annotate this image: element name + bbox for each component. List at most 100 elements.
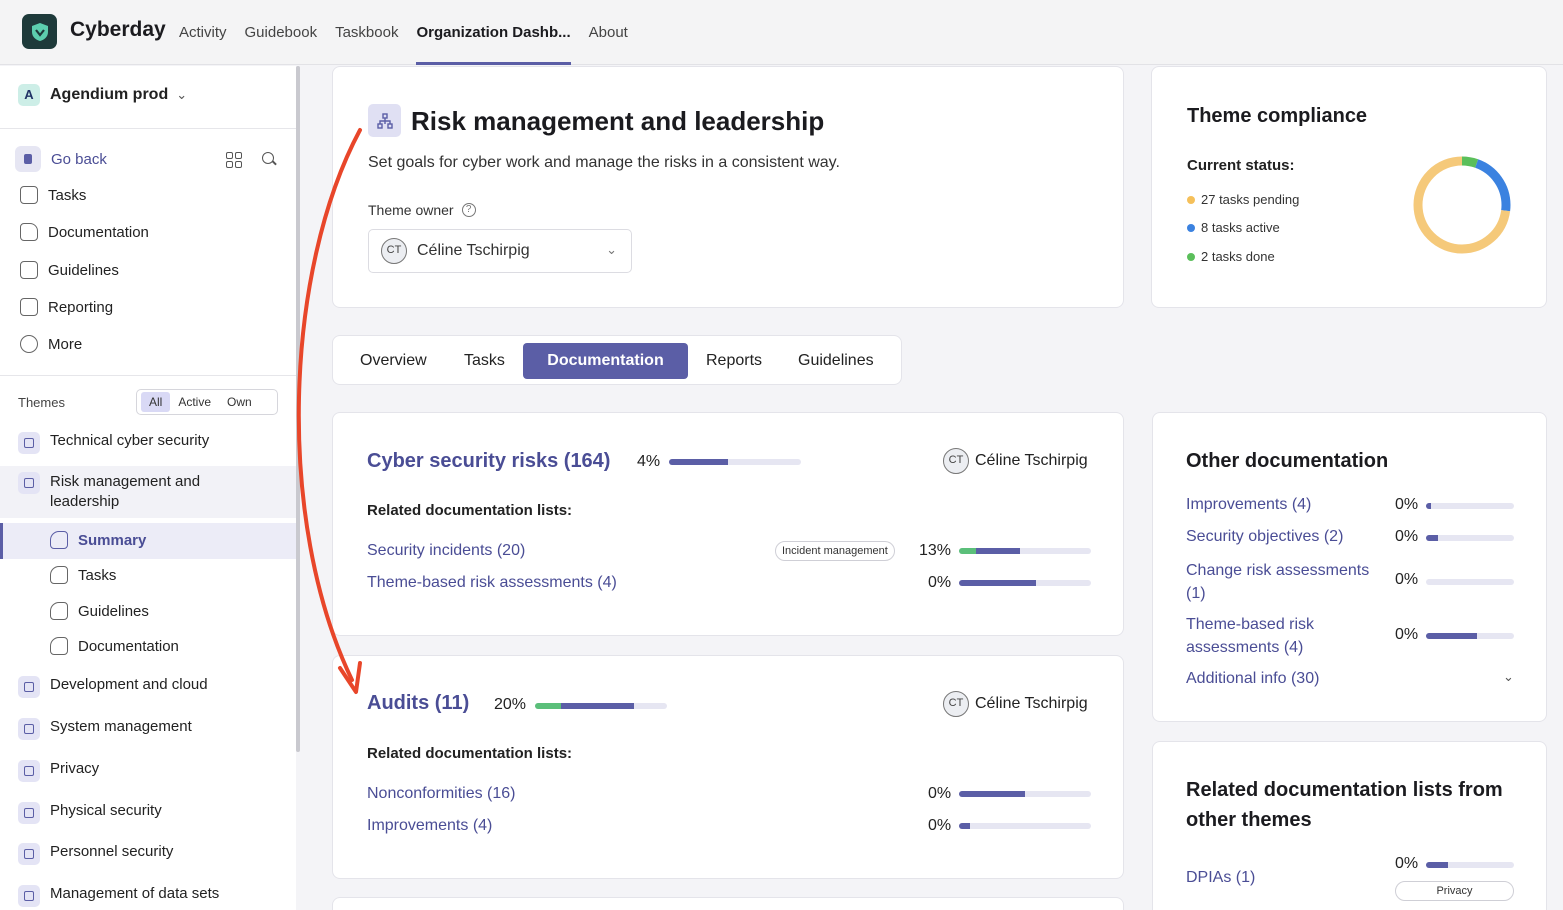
theme-compliance-card: Theme compliance Current status: 27 task… [1151,66,1547,308]
sidebar-item-reporting[interactable]: Reporting [20,298,113,316]
avatar: CT [381,238,407,264]
chevron-down-icon[interactable]: ⌄ [1503,669,1514,684]
sidebar-item-label: More [48,335,83,353]
subitem-documentation[interactable]: Documentation [50,637,179,655]
theme-owner-label: Theme owner [368,202,454,218]
doc-card-title[interactable]: Audits (11) [367,692,470,714]
sidebar-item-more[interactable]: More [20,335,82,353]
subitem-summary[interactable]: Summary [50,531,146,549]
theme-personnel-security[interactable]: Personnel security [18,843,173,865]
search-icon[interactable] [262,152,274,164]
done-dot [1187,252,1195,261]
filter-active[interactable]: Active [178,395,212,409]
nav-organization-dashboard[interactable]: Organization Dashb... [416,0,571,65]
status-done: 2 tasks done [1187,249,1275,264]
cyberday-logo[interactable] [22,14,57,49]
progress-bar [669,459,801,465]
tab-documentation[interactable]: Documentation [523,343,688,379]
avatar: CT [943,448,969,474]
done-text: 2 tasks done [1201,249,1275,264]
tab-guidelines[interactable]: Guidelines [798,352,874,369]
other-doc-link[interactable]: Security objectives (2) [1186,528,1344,545]
related-list-link[interactable]: Improvements (4) [367,817,493,834]
chevron-down-icon: ⌄ [606,242,617,257]
org-badge: A [18,84,40,106]
compliance-title: Theme compliance [1187,105,1368,127]
theme-physical-security[interactable]: Physical security [18,802,162,824]
sidebar: A Agendium prod ⌄ Go back Tasks Document… [0,66,296,910]
tab-overview[interactable]: Overview [360,352,427,369]
theme-label: System management [50,718,192,735]
doc-card-title[interactable]: Cyber security risks (164) [367,450,611,472]
nav-taskbook[interactable]: Taskbook [335,24,399,41]
tab-reports[interactable]: Reports [706,352,763,369]
theme-technical-cyber-security[interactable]: Technical cyber security [18,432,209,454]
other-doc-link[interactable]: Change risk assessments (1) [1186,562,1370,602]
hierarchy-icon [18,472,40,494]
doc-card-owner: CT Céline Tschirpig [943,448,1088,474]
active-theme-highlight [0,466,296,518]
brand-name[interactable]: Cyberday [70,18,166,41]
nav-about[interactable]: About [588,24,628,41]
progress-bar [959,580,1091,586]
sidebar-item-label: Documentation [48,223,149,241]
guidelines-icon [50,602,68,620]
nav-guidebook[interactable]: Guidebook [244,24,318,41]
donut-segment-pending [1413,156,1511,254]
grid-view-icon[interactable] [226,152,242,168]
related-other-link[interactable]: DPIAs (1) [1186,869,1256,886]
other-doc-link[interactable]: Improvements (4) [1186,496,1312,513]
other-doc-percent: 0% [1395,528,1419,545]
subitem-tasks[interactable]: Tasks [50,566,116,584]
sidebar-item-label: Tasks [48,186,87,204]
related-list-link[interactable]: Theme-based risk assessments (4) [367,574,617,591]
go-back-link[interactable]: Go back [15,146,107,172]
active-text: 8 tasks active [1201,220,1280,235]
nav-activity[interactable]: Activity [179,24,227,41]
list-percent: 0% [928,785,952,802]
other-doc-percent: 0% [1395,626,1419,643]
progress-bar [959,548,1091,554]
status-active: 8 tasks active [1187,220,1280,235]
org-switcher[interactable]: A Agendium prod ⌄ [18,84,187,106]
hierarchy-icon [368,104,401,137]
subitem-guidelines[interactable]: Guidelines [50,602,149,620]
top-bar: Cyberday Activity Guidebook Taskbook Org… [0,0,1563,65]
doc-card-audits: Audits (11) 20% CT Céline Tschirpig Rela… [332,655,1124,879]
list-percent: 0% [928,574,952,591]
filter-own[interactable]: Own [227,395,252,409]
other-doc-link[interactable]: Additional info (30) [1186,670,1320,687]
sidebar-item-documentation[interactable]: Documentation [20,223,149,241]
subitem-label: Tasks [78,566,117,584]
theme-privacy[interactable]: Privacy [18,760,99,782]
status-label: Current status: [1187,157,1295,174]
sidebar-item-tasks[interactable]: Tasks [20,186,86,204]
help-icon[interactable]: ? [461,203,476,217]
progress-bar [1426,503,1514,509]
status-pending: 27 tasks pending [1187,192,1299,207]
theme-owner-select[interactable]: CT Céline Tschirpig ⌄ [368,229,632,273]
filter-all[interactable]: All [141,392,171,412]
other-doc-percent: 0% [1395,496,1419,513]
go-back-label: Go back [51,150,107,168]
theme-management-of-data-sets[interactable]: Management of data sets [18,885,219,907]
other-doc-link[interactable]: Theme-based risk assessments (4) [1186,616,1315,656]
reporting-icon [20,298,38,316]
theme-filter: All Active Own [136,389,278,415]
themes-heading: Themes [18,395,65,410]
related-list-link[interactable]: Security incidents (20) [367,542,526,559]
theme-system-management[interactable]: System management [18,718,192,740]
tasks-icon [20,186,38,204]
theme-label: Privacy [50,760,100,777]
sidebar-item-label: Guidelines [48,261,119,279]
theme-risk-management[interactable]: Risk management and leadership [18,472,218,512]
theme-development-and-cloud[interactable]: Development and cloud [18,676,208,698]
doc-card-percent: 4% [637,453,661,470]
doc-card-cyber-security-risks: Cyber security risks (164) 4% CT Céline … [332,412,1124,636]
tab-tasks[interactable]: Tasks [464,352,505,369]
sidebar-item-guidelines[interactable]: Guidelines [20,261,119,279]
related-list-link[interactable]: Nonconformities (16) [367,785,516,802]
other-doc-percent: 0% [1395,571,1419,588]
related-lists-label: Related documentation lists: [367,745,573,762]
other-docs-title: Other documentation [1186,450,1389,472]
